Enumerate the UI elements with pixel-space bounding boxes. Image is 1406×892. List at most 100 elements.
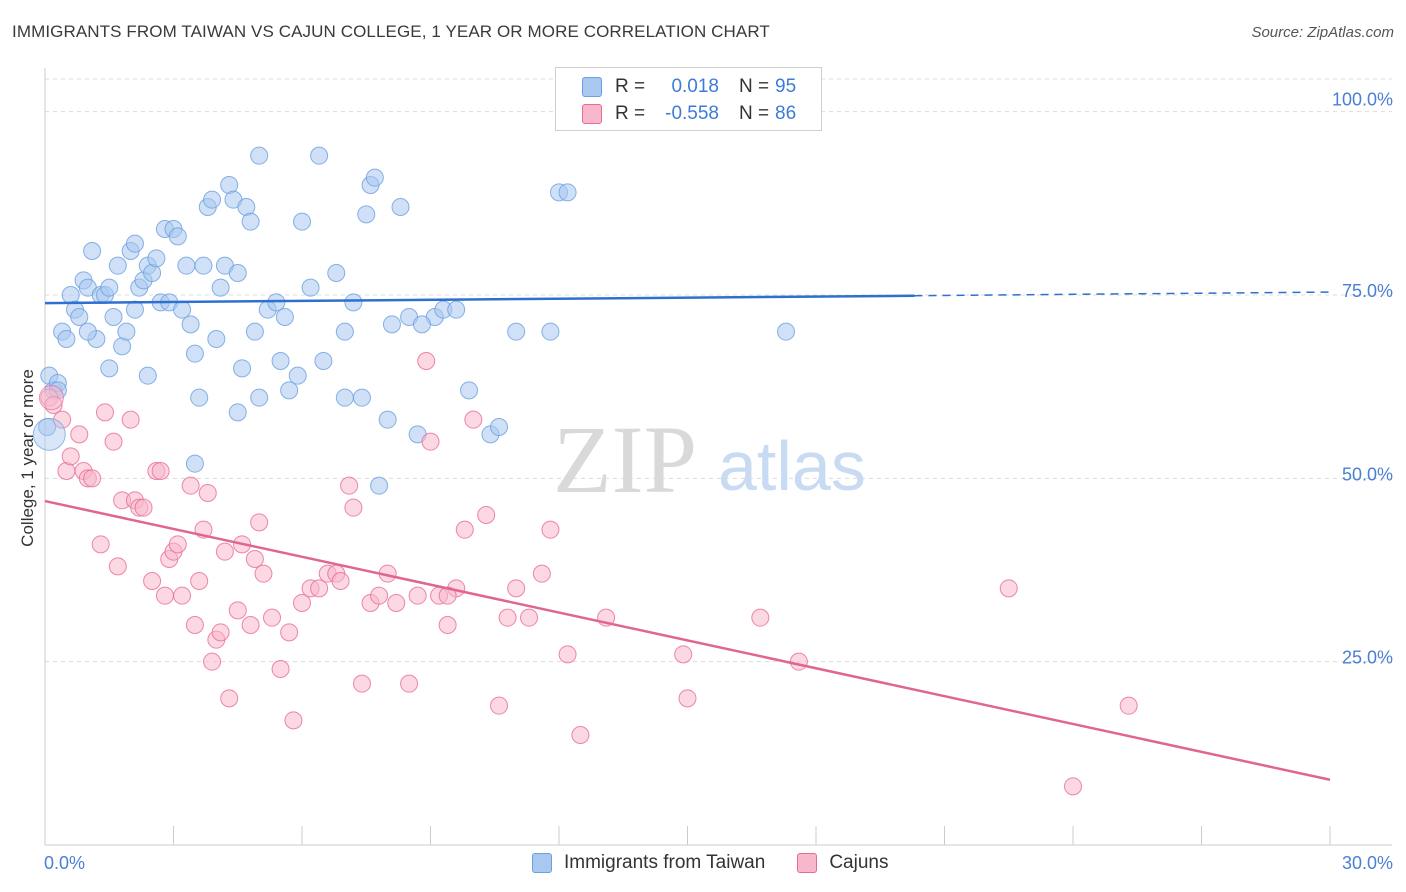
cajun-point (280, 623, 299, 642)
cajun-point (220, 689, 239, 708)
cajun-point (1064, 777, 1082, 796)
taiwan-point-large (32, 417, 66, 451)
tick-labels: 100.0% 75.0% 50.0% 25.0% 0.0% 30.0% (44, 90, 1393, 873)
taiwan-point (211, 278, 230, 297)
cajun-point (155, 586, 174, 605)
taiwan-point (207, 330, 226, 348)
cajun-point-large (38, 385, 64, 411)
taiwan-point (185, 454, 204, 473)
cajun-point (520, 608, 539, 627)
taiwan-point (241, 212, 260, 231)
taiwan-point (190, 388, 209, 407)
legend-label-taiwan: Immigrants from Taiwan (564, 852, 766, 873)
cajun-point (203, 652, 222, 671)
taiwan-point (275, 308, 294, 326)
x-tick-label: 30.0% (1342, 853, 1393, 873)
x-tick-label: 0.0% (44, 853, 85, 873)
cajun-point (245, 550, 264, 568)
cajun-point (250, 513, 269, 532)
cajun-point (271, 660, 290, 678)
taiwan-point (301, 278, 320, 297)
cajun-point (498, 608, 517, 627)
axes (44, 68, 1392, 846)
cajun-point (83, 469, 102, 488)
cajun-point (185, 616, 204, 634)
stats-row-taiwan: R = 0.018 N = 95 (556, 73, 796, 101)
taiwan-point (352, 388, 371, 407)
cajun-point (173, 586, 192, 605)
y-tick-label: 100.0% (1332, 90, 1393, 110)
y-tick-label: 75.0% (1342, 281, 1393, 301)
taiwan-point (293, 212, 311, 231)
cajun-point (121, 410, 140, 429)
cajun-point (310, 579, 329, 598)
taiwan-point (357, 205, 376, 224)
cajun-point (241, 616, 260, 634)
cajun-point (340, 476, 359, 495)
cajun-point (558, 645, 577, 664)
taiwan-point (70, 308, 89, 326)
taiwan-point (147, 249, 166, 268)
legend-swatch-cajuns (797, 853, 818, 873)
cajun-point (352, 674, 371, 693)
stats-row-cajuns: R = -0.558 N = 86 (556, 100, 796, 128)
taiwan-point (104, 308, 123, 326)
trend-lines (44, 291, 1331, 781)
taiwan-point (245, 322, 264, 341)
legend-item-taiwan[interactable]: Immigrants from Taiwan (532, 852, 765, 874)
cajun-point (53, 410, 72, 429)
taiwan-point (228, 264, 247, 282)
cajun-point (1119, 696, 1138, 715)
taiwan-point (460, 381, 479, 400)
cajun-point (134, 498, 153, 517)
taiwan-trend-extension (914, 291, 1331, 297)
taiwan-point (138, 366, 157, 385)
cajun-point (678, 689, 697, 708)
taiwan-point (344, 293, 363, 312)
cajun-point (408, 586, 427, 605)
cajun-point (751, 608, 770, 627)
n-value: 86 (775, 103, 797, 124)
taiwan-point (558, 183, 577, 202)
cajun-point (400, 674, 419, 693)
taiwan-point (541, 322, 560, 341)
taiwan-point (335, 388, 354, 407)
stats-legend: R = 0.018 N = 95 R = -0.558 N = 86 (555, 67, 822, 131)
chart-title: IMMIGRANTS FROM TAIWAN VS CAJUN COLLEGE,… (12, 22, 770, 41)
r-label: R = (615, 103, 646, 124)
cajun-point (571, 726, 590, 744)
cajun-point (789, 652, 808, 671)
taiwan-point (314, 352, 333, 370)
taiwan-point (327, 264, 346, 282)
taiwan-point (412, 315, 431, 334)
taiwan-point (370, 476, 389, 495)
y-tick-label: 50.0% (1342, 464, 1393, 484)
cajun-point (490, 696, 509, 715)
taiwan-point (507, 322, 526, 341)
cajun-point (438, 616, 457, 634)
cajun-point (387, 594, 406, 612)
cajun-point (228, 601, 247, 620)
data-points (32, 146, 1138, 796)
cajun-point (293, 594, 311, 612)
taiwan-point (78, 322, 97, 341)
taiwan-point (233, 359, 252, 378)
taiwan-point (194, 256, 213, 275)
n-label: N = (739, 76, 770, 97)
watermark-atlas: atlas (718, 427, 866, 505)
taiwan-point (310, 146, 329, 165)
cajun-point (370, 586, 389, 605)
cajun-point (999, 579, 1018, 598)
taiwan-point (335, 322, 354, 341)
cajun-point (421, 432, 440, 451)
cajun-point (215, 542, 234, 561)
taiwan-point (108, 256, 127, 275)
legend-item-cajuns[interactable]: Cajuns (797, 852, 888, 874)
taiwan-point (228, 403, 247, 422)
cajun-point (151, 462, 170, 480)
taiwan-trend-line (44, 294, 915, 305)
r-value: 0.018 (671, 76, 719, 97)
taiwan-point (100, 359, 119, 378)
cajun-point (344, 498, 363, 517)
